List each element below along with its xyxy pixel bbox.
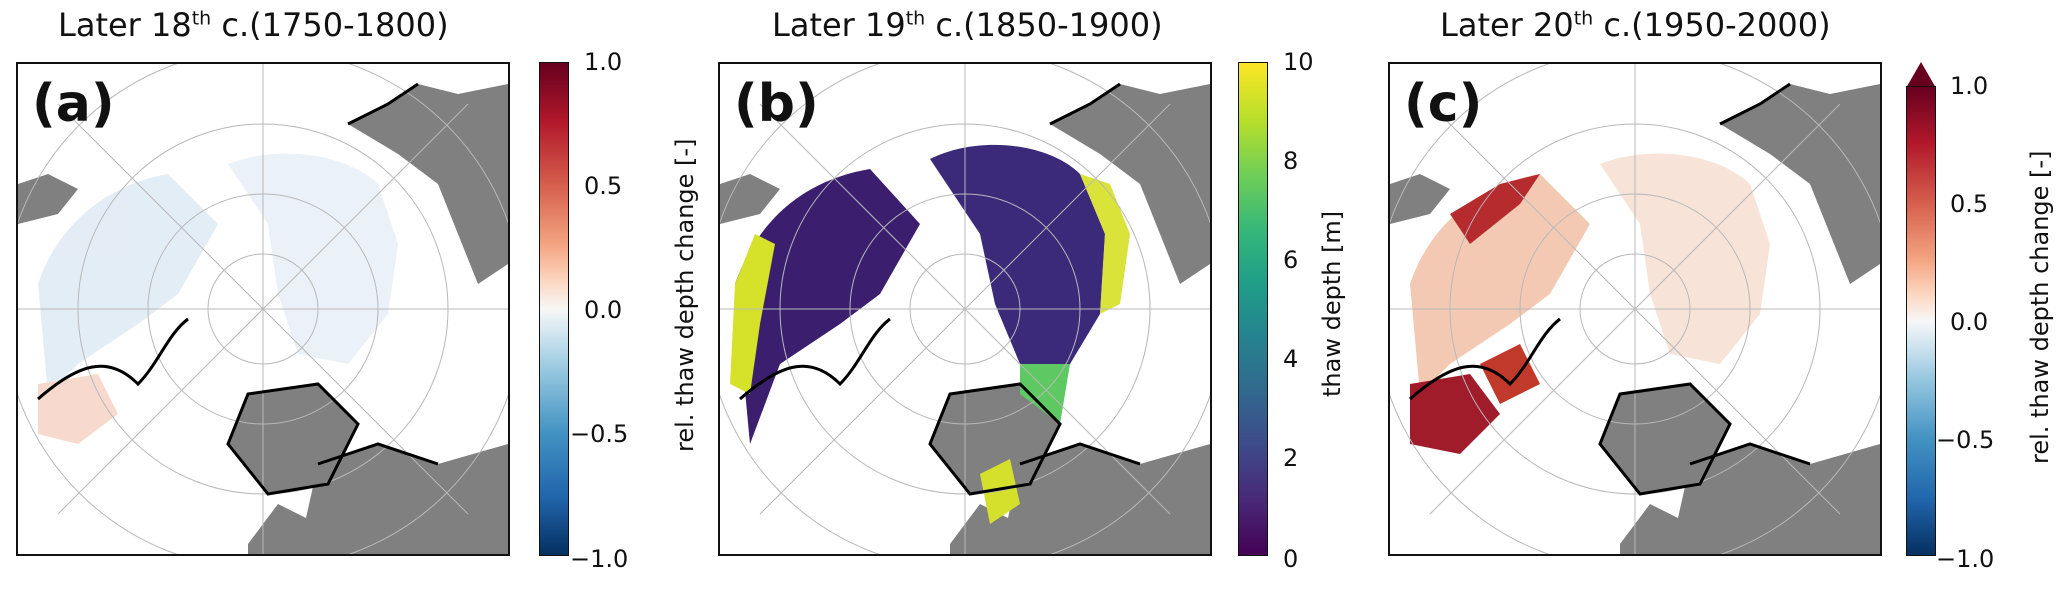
panel-c-tick: −1.0: [1936, 545, 1995, 573]
panel-c-map-svg: [1390, 64, 1880, 554]
permafrost-field: [38, 153, 398, 444]
panel-b-colorbar-label: thaw depth [m]: [1318, 210, 1346, 397]
panel-a-tick: 1.0: [584, 48, 623, 76]
panel-c-colorbar: [1906, 86, 1936, 556]
panel-b-tick: 8: [1283, 147, 1299, 175]
panel-b-colorbar: [1238, 62, 1268, 556]
panel-b-letter: (b): [734, 74, 819, 134]
land-mass: [720, 84, 1210, 554]
panel-b-tick: 4: [1283, 345, 1299, 373]
coastline: [739, 82, 1141, 496]
graticule: [18, 64, 508, 554]
panel-a-map: (a): [16, 62, 510, 556]
panel-b-tick: 6: [1283, 246, 1299, 274]
panel-c-colorbar-extend-arrow: [1906, 62, 1936, 88]
panel-c-map: (c): [1388, 62, 1882, 556]
land-mass: [18, 84, 508, 554]
panel-a-tick: −1.0: [570, 545, 629, 573]
panel-a-tick: −0.5: [570, 420, 629, 448]
panel-b-map-svg: [720, 64, 1210, 554]
panel-b-map: (b): [718, 62, 1212, 556]
panel-a-colorbar-label: rel. thaw depth change [-]: [671, 138, 699, 452]
panel-a-map-svg: [18, 64, 508, 554]
panel-b-tick: 10: [1283, 48, 1314, 76]
coastline: [1409, 82, 1811, 496]
panel-c-title: Later 20th c.(1950-2000): [1440, 6, 1831, 44]
panel-c-tick: 1.0: [1950, 72, 1989, 100]
graticule: [1390, 64, 1880, 554]
panel-b-tick: 2: [1283, 444, 1299, 472]
panel-a-letter: (a): [32, 74, 115, 134]
panel-a-title: Later 18th c.(1750-1800): [58, 6, 449, 44]
panel-a-tick: 0.5: [584, 172, 623, 200]
panel-c-tick: 0.0: [1950, 308, 1989, 336]
panel-c-tick: 0.5: [1950, 190, 1989, 218]
panel-b-title: Later 19th c.(1850-1900): [772, 6, 1163, 44]
panel-c-tick: −0.5: [1936, 426, 1995, 454]
coastline: [37, 82, 439, 496]
panel-a-colorbar: [539, 62, 569, 556]
panel-a-tick: 0.0: [584, 296, 623, 324]
panel-c-letter: (c): [1404, 74, 1483, 134]
panel-b-tick: 0: [1283, 545, 1299, 573]
graticule: [720, 64, 1210, 554]
panel-c-colorbar-label: rel. thaw depth change [-]: [2026, 150, 2054, 464]
